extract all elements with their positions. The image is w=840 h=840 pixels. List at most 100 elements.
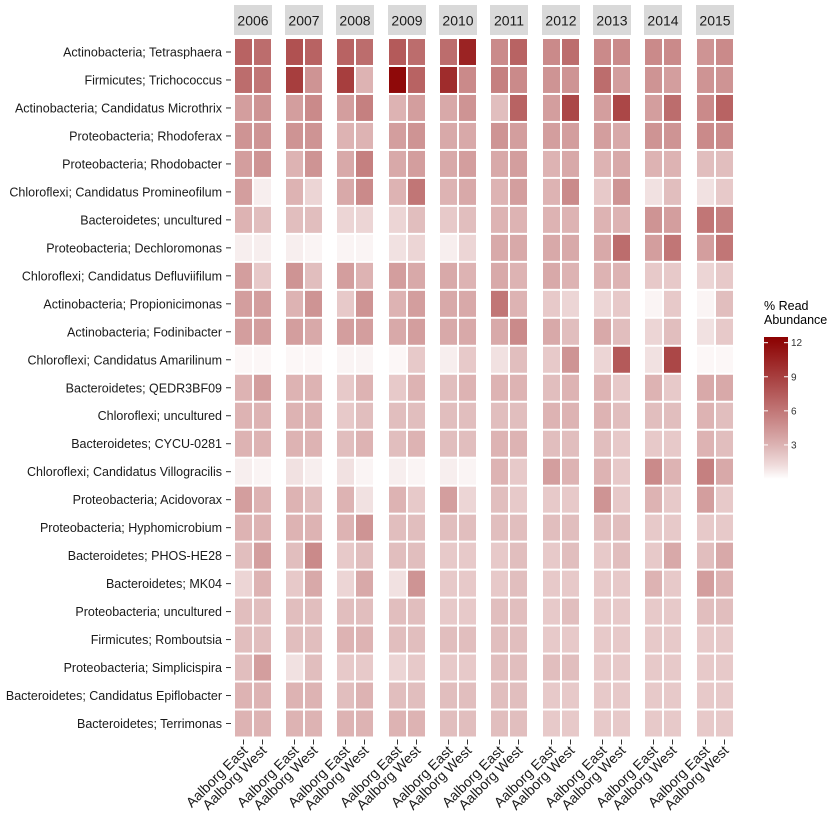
heatmap-tile: [389, 430, 406, 457]
heatmap-tile: [562, 570, 579, 597]
heatmap-tile: [645, 66, 662, 93]
heatmap-tile: [664, 234, 681, 261]
heatmap-tile: [613, 318, 630, 345]
heatmap-tile: [408, 290, 425, 317]
heatmap-tile: [459, 150, 476, 177]
heatmap-tile: [235, 458, 252, 485]
heatmap-tile: [594, 150, 611, 177]
heatmap-tile: [254, 542, 271, 569]
heatmap-tile: [459, 178, 476, 205]
heatmap-tile: [594, 262, 611, 289]
heatmap-tile: [543, 430, 560, 457]
heatmap-tile: [389, 94, 406, 121]
heatmap-tile: [356, 430, 373, 457]
heatmap-tile: [510, 430, 527, 457]
heatmap-tile: [286, 514, 303, 541]
heatmap-tile: [254, 626, 271, 653]
heatmap-tile: [562, 262, 579, 289]
heatmap-tile: [254, 402, 271, 429]
heatmap-tile: [305, 318, 322, 345]
heatmap-tile: [389, 374, 406, 401]
heatmap-tile: [562, 486, 579, 513]
heatmap-tile: [594, 570, 611, 597]
heatmap-tile: [543, 39, 560, 65]
heatmap-tile: [440, 402, 457, 429]
heatmap-tile: [716, 486, 733, 513]
facet-strip-2010: [439, 5, 477, 35]
heatmap-tile: [459, 654, 476, 681]
heatmap-tile: [562, 514, 579, 541]
heatmap-tile: [716, 262, 733, 289]
facet-label-2015: 2015: [699, 13, 730, 29]
heatmap-tile: [562, 234, 579, 261]
heatmap-tile: [337, 234, 354, 261]
heatmap-tile: [337, 514, 354, 541]
heatmap-tile: [491, 206, 508, 233]
heatmap-tile: [510, 262, 527, 289]
heatmap-tile: [613, 430, 630, 457]
heatmap-tile: [562, 318, 579, 345]
heatmap-tile: [286, 318, 303, 345]
heatmap-tile: [645, 458, 662, 485]
heatmap-tile: [286, 290, 303, 317]
heatmap-tile: [286, 94, 303, 121]
heatmap-tile: [594, 542, 611, 569]
heatmap-tile: [697, 346, 714, 373]
heatmap-tile: [254, 374, 271, 401]
heatmap-tile: [664, 290, 681, 317]
heatmap-tile: [408, 570, 425, 597]
heatmap-tile: [337, 542, 354, 569]
heatmap-tile: [235, 710, 252, 737]
heatmap-tile: [408, 94, 425, 121]
heatmap-tile: [459, 486, 476, 513]
heatmap-tile: [356, 514, 373, 541]
heatmap-tile: [716, 710, 733, 737]
heatmap-tile: [408, 178, 425, 205]
heatmap-tile: [408, 430, 425, 457]
heatmap-tile: [440, 710, 457, 737]
heatmap-tile: [440, 374, 457, 401]
heatmap-tile: [408, 514, 425, 541]
heatmap-tile: [440, 122, 457, 149]
heatmap-tile: [697, 178, 714, 205]
heatmap-tile: [305, 206, 322, 233]
heatmap-tile: [645, 542, 662, 569]
heatmap-tile: [645, 178, 662, 205]
heatmap-tile: [510, 150, 527, 177]
y-tick-label: Bacteroidetes; Candidatus Epiflobacter: [6, 689, 222, 703]
heatmap-tile: [389, 514, 406, 541]
heatmap-tile: [716, 542, 733, 569]
heatmap-tile: [645, 626, 662, 653]
heatmap-tile: [389, 234, 406, 261]
y-tick-label: Bacteroidetes; Terrimonas: [77, 717, 222, 731]
heatmap-tile: [235, 234, 252, 261]
facet-strip-2007: [285, 5, 323, 35]
heatmap-tile: [613, 290, 630, 317]
heatmap-tile: [594, 654, 611, 681]
heatmap-tile: [286, 598, 303, 625]
legend-tick-label: 12: [791, 338, 803, 349]
heatmap-tile: [716, 374, 733, 401]
heatmap-tile: [440, 206, 457, 233]
heatmap-tile: [491, 122, 508, 149]
heatmap-tile: [286, 374, 303, 401]
heatmap-tile: [594, 39, 611, 65]
heatmap-tile: [543, 710, 560, 737]
y-tick-label: Proteobacteria; Rhodobacter: [62, 157, 222, 171]
heatmap-tile: [510, 178, 527, 205]
heatmap-tile: [408, 122, 425, 149]
heatmap-tile: [645, 122, 662, 149]
heatmap-tile: [389, 122, 406, 149]
heatmap-tile: [356, 150, 373, 177]
heatmap-tile: [664, 654, 681, 681]
heatmap-tile: [716, 94, 733, 121]
heatmap-tile: [594, 402, 611, 429]
heatmap-tile: [491, 94, 508, 121]
heatmap-tile: [459, 598, 476, 625]
heatmap-tile: [440, 262, 457, 289]
heatmap-tile: [562, 374, 579, 401]
heatmap-tile: [543, 374, 560, 401]
facet-strip-2011: [490, 5, 528, 35]
heatmap-tile: [356, 626, 373, 653]
